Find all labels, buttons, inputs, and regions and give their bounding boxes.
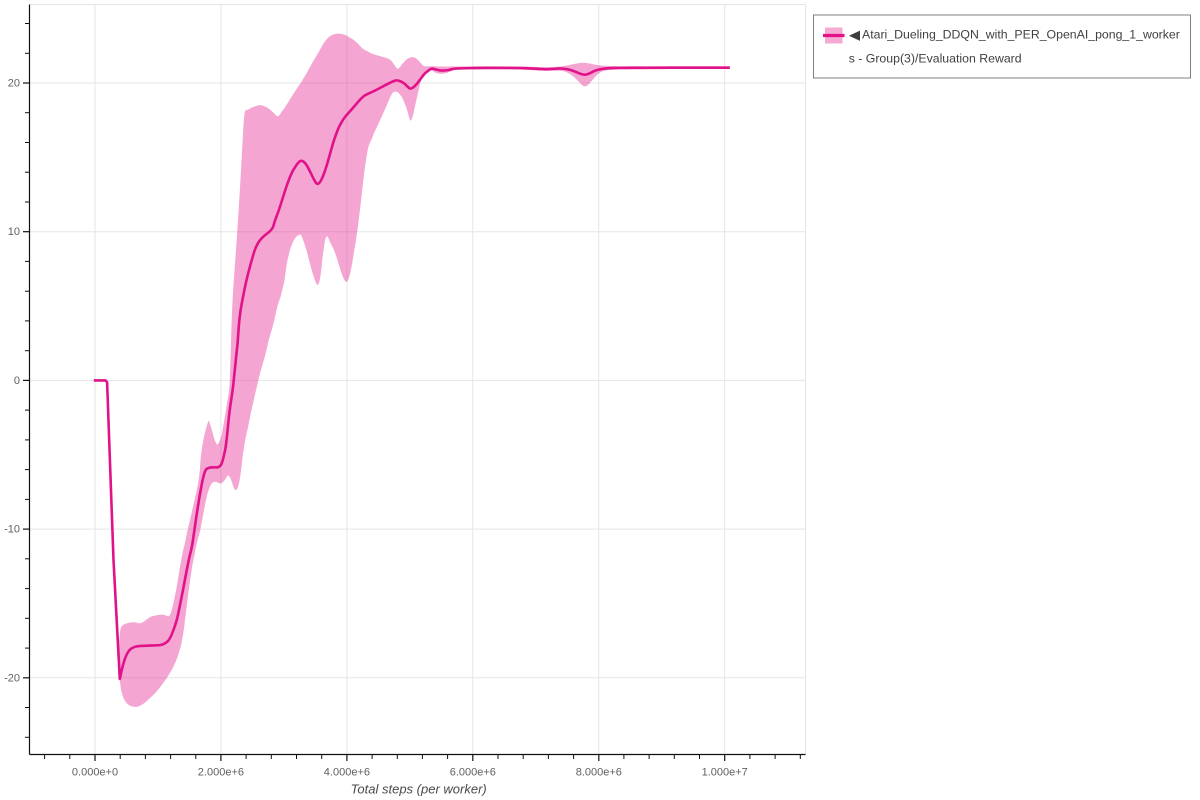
svg-text:6.000e+6: 6.000e+6: [450, 766, 496, 778]
svg-text:8.000e+6: 8.000e+6: [576, 766, 622, 778]
svg-text:10: 10: [8, 226, 20, 238]
svg-text:-10: -10: [4, 524, 20, 536]
svg-text:20: 20: [8, 78, 20, 90]
svg-text:Atari_Dueling_DDQN_with_PER_Op: Atari_Dueling_DDQN_with_PER_OpenAI_pong_…: [862, 27, 1180, 41]
svg-text:2.000e+6: 2.000e+6: [198, 766, 244, 778]
svg-text:0.000e+0: 0.000e+0: [72, 766, 118, 778]
svg-text:-20: -20: [4, 672, 20, 684]
svg-text:0: 0: [14, 375, 20, 387]
svg-text:s - Group(3)/Evaluation Reward: s - Group(3)/Evaluation Reward: [849, 52, 1022, 66]
svg-text:Total steps (per worker): Total steps (per worker): [351, 781, 487, 796]
svg-text:1.000e+7: 1.000e+7: [702, 766, 748, 778]
svg-text:4.000e+6: 4.000e+6: [324, 766, 370, 778]
